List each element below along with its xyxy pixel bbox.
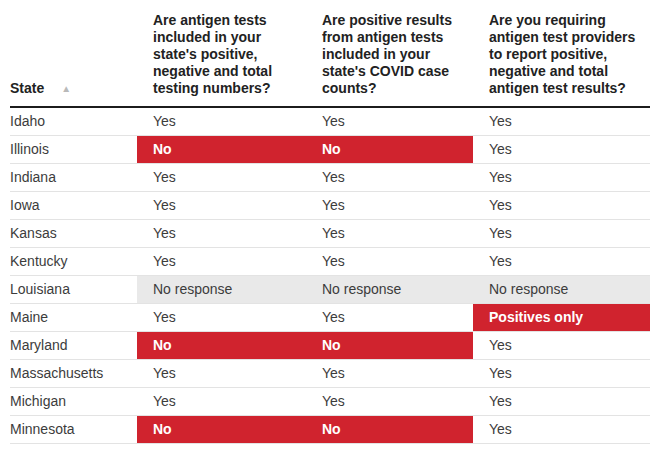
- answer-cell: Yes: [137, 107, 306, 136]
- answer-cell: Yes: [306, 247, 473, 275]
- answer-cell: Yes: [473, 247, 650, 275]
- column-header-question-1[interactable]: Are antigen tests included in your state…: [137, 6, 306, 107]
- answer-cell: No: [137, 135, 306, 163]
- answer-cell: No: [306, 415, 473, 443]
- state-name: Idaho: [10, 107, 137, 136]
- table-row-massachusetts: Massachusetts Yes Yes Yes: [10, 359, 650, 387]
- answer-cell: Yes: [137, 219, 306, 247]
- table-row-louisiana: Louisiana No response No response No res…: [10, 275, 650, 303]
- answer-cell: Yes: [137, 191, 306, 219]
- answer-cell: No: [137, 331, 306, 359]
- sort-ascending-icon: ▲: [61, 83, 71, 95]
- answer-cell: No response: [137, 275, 306, 303]
- state-name: Kansas: [10, 219, 137, 247]
- state-name: Maryland: [10, 331, 137, 359]
- answer-cell: Yes: [473, 219, 650, 247]
- answer-cell: Yes: [306, 359, 473, 387]
- table-row-maryland: Maryland No No Yes: [10, 331, 650, 359]
- table-row-kentucky: Kentucky Yes Yes Yes: [10, 247, 650, 275]
- state-name: Kentucky: [10, 247, 137, 275]
- column-header-state[interactable]: State ▲: [10, 6, 137, 107]
- answer-cell: No response: [306, 275, 473, 303]
- table-row-maine: Maine Yes Yes Positives only: [10, 303, 650, 331]
- answer-cell: Yes: [137, 359, 306, 387]
- state-name: Minnesota: [10, 415, 137, 443]
- answer-cell: Yes: [473, 415, 650, 443]
- table-row-iowa: Iowa Yes Yes Yes: [10, 191, 650, 219]
- answer-cell: Yes: [306, 219, 473, 247]
- answer-cell: No response: [473, 275, 650, 303]
- answer-cell: Yes: [306, 387, 473, 415]
- antigen-testing-table: State ▲ Are antigen tests included in you…: [10, 6, 650, 444]
- answer-cell: Yes: [137, 387, 306, 415]
- answer-cell: No: [306, 331, 473, 359]
- answer-cell: Yes: [473, 107, 650, 136]
- table-row-idaho: Idaho Yes Yes Yes: [10, 107, 650, 136]
- header-row: State ▲ Are antigen tests included in you…: [10, 6, 650, 107]
- column-header-question-3[interactable]: Are you requiring antigen test providers…: [473, 6, 650, 107]
- antigen-testing-table-container: State ▲ Are antigen tests included in you…: [0, 0, 657, 444]
- table-row-minnesota: Minnesota No No Yes: [10, 415, 650, 443]
- answer-cell: Yes: [306, 303, 473, 331]
- answer-cell: Yes: [306, 163, 473, 191]
- answer-cell: No: [137, 415, 306, 443]
- answer-cell: Yes: [306, 107, 473, 136]
- table-row-illinois: Illinois No No Yes: [10, 135, 650, 163]
- state-name: Illinois: [10, 135, 137, 163]
- answer-cell: Yes: [137, 303, 306, 331]
- table-row-indiana: Indiana Yes Yes Yes: [10, 163, 650, 191]
- state-name: Indiana: [10, 163, 137, 191]
- answer-cell: Yes: [473, 163, 650, 191]
- answer-cell: Yes: [137, 247, 306, 275]
- state-name: Iowa: [10, 191, 137, 219]
- answer-cell: Yes: [473, 359, 650, 387]
- answer-cell: Positives only: [473, 303, 650, 331]
- answer-cell: Yes: [137, 163, 306, 191]
- state-name: Massachusetts: [10, 359, 137, 387]
- answer-cell: Yes: [473, 191, 650, 219]
- table-row-michigan: Michigan Yes Yes Yes: [10, 387, 650, 415]
- column-header-question-2[interactable]: Are positive results from antigen tests …: [306, 6, 473, 107]
- state-name: Louisiana: [10, 275, 137, 303]
- answer-cell: Yes: [473, 135, 650, 163]
- answer-cell: Yes: [473, 387, 650, 415]
- answer-cell: Yes: [473, 331, 650, 359]
- answer-cell: No: [306, 135, 473, 163]
- state-name: Michigan: [10, 387, 137, 415]
- table-row-kansas: Kansas Yes Yes Yes: [10, 219, 650, 247]
- state-name: Maine: [10, 303, 137, 331]
- state-header-label: State: [10, 80, 44, 96]
- answer-cell: Yes: [306, 191, 473, 219]
